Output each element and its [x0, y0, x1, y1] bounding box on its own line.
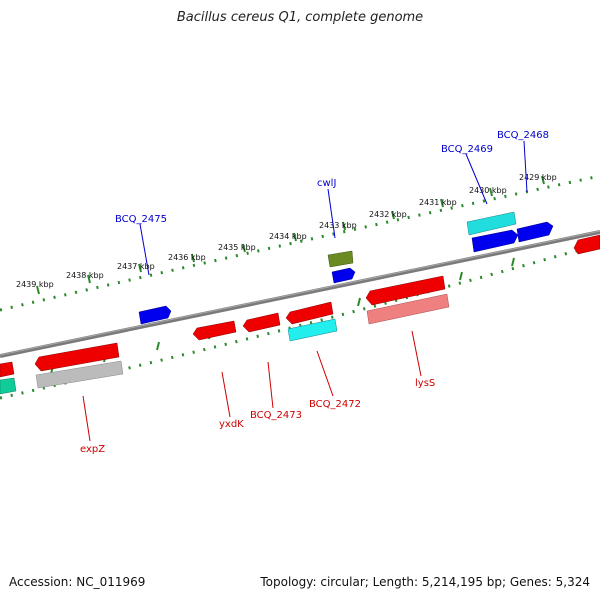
leader-line [139, 223, 150, 276]
leader-line [82, 395, 91, 442]
scale-label: 2438 kbp [66, 271, 104, 280]
scale-label: 2434 kbp [269, 232, 307, 241]
gene-label-bcq2469[interactable]: BCQ_2469 [441, 144, 493, 155]
scale-label: 2430 kbp [469, 186, 507, 195]
gene-expz-feature[interactable] [35, 360, 124, 389]
outer-major-ticks [36, 175, 545, 295]
gene-expz-cds[interactable] [34, 342, 120, 372]
gene-label-bcq2468[interactable]: BCQ_2468 [497, 130, 549, 141]
leader-line [316, 350, 334, 397]
leader-line [411, 330, 422, 377]
scale-label: 2435 kbp [218, 243, 256, 252]
gene-label-bcq2472[interactable]: BCQ_2472 [309, 399, 361, 410]
genome-title: Bacillus cereus Q1, complete genome [176, 10, 424, 25]
gene-cwlj-cds[interactable] [331, 267, 356, 284]
gene-label-expz[interactable]: expZ [80, 444, 105, 455]
gene-bcq2472-cds[interactable] [285, 301, 334, 325]
gene-bcq2472-feature[interactable] [287, 318, 338, 342]
leader-line [327, 188, 336, 239]
gene-lyss-cds[interactable] [365, 275, 446, 306]
gene-yxdk-cds[interactable] [192, 320, 237, 341]
scale-label: 2432 kbp [369, 210, 407, 219]
gene-bcq2475-cds[interactable] [138, 305, 172, 325]
gene-cwlj-feature[interactable] [327, 250, 354, 268]
gene-bcq2473-cds[interactable] [242, 312, 281, 333]
gene-lyss-feature[interactable] [366, 293, 450, 325]
scale-label: 2436 kbp [168, 253, 206, 262]
scale-label: 2439 kbp [16, 280, 54, 289]
gene-bcq2469-feature[interactable] [466, 211, 517, 236]
inner-scale-track [0, 242, 600, 400]
reverse-genes [0, 275, 450, 395]
forward-genes [138, 211, 600, 325]
gene-label-cwlj[interactable]: cwlJ [317, 178, 336, 189]
scale-label: 2431 kbp [419, 198, 457, 207]
accession-text: Accession: NC_011969 [9, 575, 146, 589]
gene-label-yxdk[interactable]: yxdK [219, 419, 244, 430]
leader-line [523, 140, 528, 193]
leader-line [465, 153, 488, 205]
leader-line [221, 371, 231, 418]
scale-label: 2429 kbp [519, 173, 557, 182]
gene-label-bcq2475[interactable]: BCQ_2475 [115, 214, 167, 225]
scale-label: 2437 kbp [117, 262, 155, 271]
gene-edge-left-red[interactable] [0, 361, 15, 378]
gene-label-bcq2473[interactable]: BCQ_2473 [250, 410, 302, 421]
outer-scale-track [0, 174, 600, 312]
gene-bcq2468-cds[interactable] [516, 221, 554, 243]
gene-edge-right[interactable] [573, 234, 600, 255]
scale-label: 2433 kbp [319, 221, 357, 230]
leader-line [267, 361, 274, 409]
gene-bcq2469-cds[interactable] [471, 229, 519, 253]
gene-edge-left-teal[interactable] [0, 377, 17, 395]
inner-major-ticks [50, 257, 515, 375]
genome-summary-text: Topology: circular; Length: 5,214,195 bp… [260, 575, 590, 589]
genome-backbone-highlight [0, 230, 600, 356]
gene-label-lyss[interactable]: lysS [415, 378, 435, 389]
